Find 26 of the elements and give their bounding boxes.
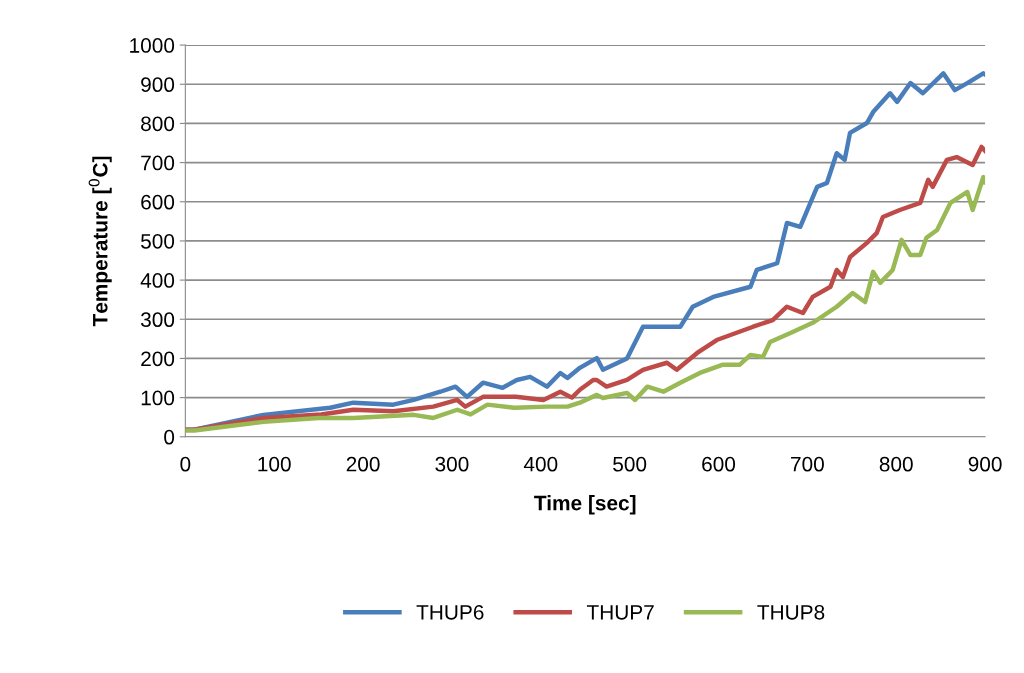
y-tick-label: 100 — [141, 390, 175, 406]
x-tick-label: 600 — [702, 456, 736, 472]
y-tick-label: 200 — [141, 351, 175, 367]
x-tick-label: 700 — [791, 456, 824, 472]
y-tick-label: 700 — [141, 155, 175, 171]
y-tick-label: 600 — [141, 194, 175, 210]
x-tick-label: 100 — [258, 456, 291, 472]
y-tick-label: 500 — [141, 233, 175, 249]
x-tick-label: 400 — [523, 456, 558, 472]
x-axis-title: Time [sec] — [534, 495, 636, 515]
y-axis-title: Temperature [$^{0}$C] — [88, 156, 112, 327]
y-tick-label: 900 — [141, 77, 175, 93]
x-tick-label: 500 — [613, 456, 647, 472]
y-tick-label: 800 — [141, 116, 175, 132]
y-tick-label: 0 — [164, 429, 175, 445]
legend-label: THUP8 — [757, 604, 825, 620]
x-tick-label: 800 — [879, 456, 913, 472]
legend-label: THUP7 — [586, 605, 654, 620]
y-tick-label: 400 — [140, 273, 175, 288]
legend-label: THUP6 — [416, 604, 484, 620]
y-tick-label: 1000 — [130, 38, 175, 53]
x-tick-label: 200 — [346, 456, 380, 472]
x-tick-label: 300 — [435, 456, 469, 472]
y-tick-label: 300 — [140, 312, 175, 328]
x-tick-label: 0 — [180, 456, 191, 472]
x-tick-label: 900 — [968, 456, 1002, 472]
